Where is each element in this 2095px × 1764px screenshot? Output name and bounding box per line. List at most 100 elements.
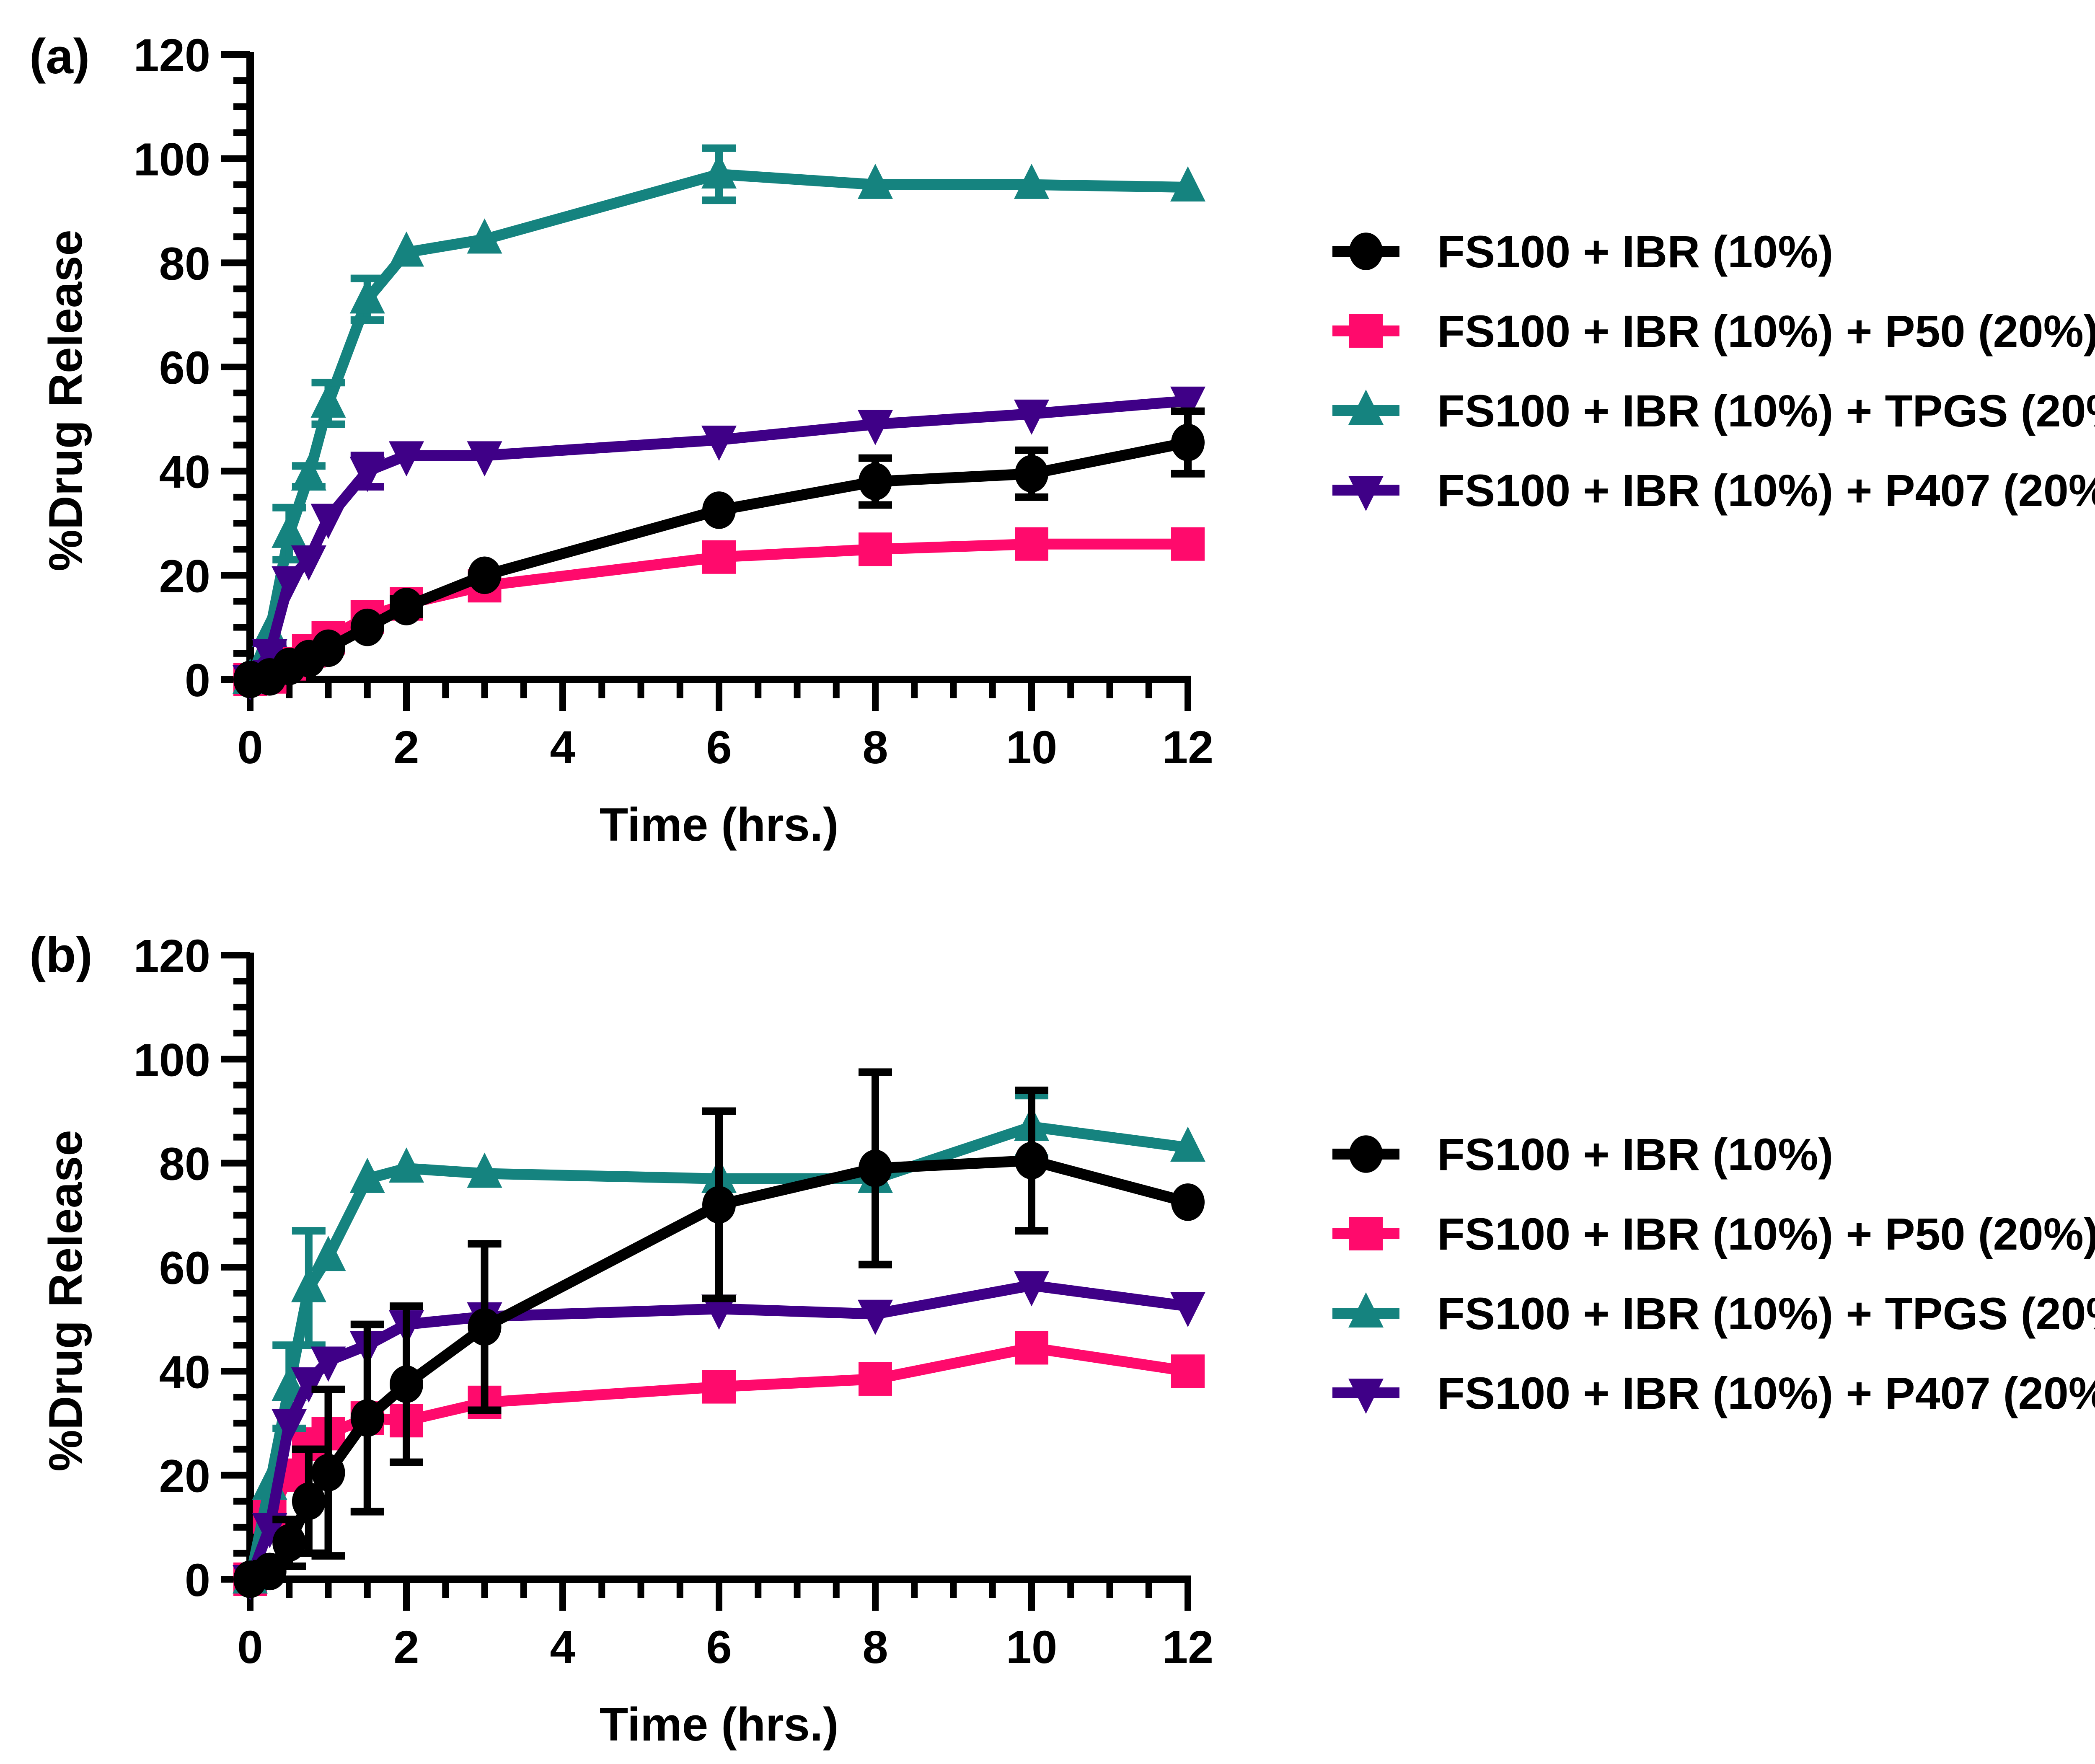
series-fs100-ibr-10 — [233, 407, 1205, 698]
x-axis-title: Time (hrs.) — [600, 1698, 839, 1751]
data-point — [858, 1299, 893, 1335]
data-point — [1015, 1142, 1048, 1180]
y-axis-title: %Drug Release — [39, 1130, 92, 1471]
legend-item-fs100-ibr-10-p407-20: FS100 + IBR (10%) + P407 (20%) — [1332, 1368, 2095, 1418]
x-tick-label: 12 — [1162, 1622, 1213, 1673]
data-point — [702, 491, 736, 529]
legend-item-fs100-ibr-10-tpgs-20: FS100 + IBR (10%) + TPGS (20%) — [1332, 1288, 2095, 1339]
series-fs100-ibr-10-p50-20 — [233, 1331, 1205, 1596]
data-point — [311, 1454, 345, 1492]
y-tick-label: 80 — [159, 238, 210, 289]
data-point — [1171, 527, 1205, 561]
data-point — [1170, 1292, 1205, 1328]
x-tick-label: 12 — [1162, 722, 1213, 773]
legend-item-fs100-ibr-10-p50-20: FS100 + IBR (10%) + P50 (20%) — [1332, 306, 2095, 356]
data-point — [349, 278, 385, 314]
legend-label: FS100 + IBR (10%) + P407 (20%) — [1437, 465, 2095, 516]
y-tick-label: 120 — [133, 930, 210, 982]
legend-label: FS100 + IBR (10%) + P407 (20%) — [1437, 1368, 2095, 1418]
legend-marker-icon — [1348, 476, 1384, 511]
x-tick-label: 4 — [550, 722, 575, 773]
data-point — [1014, 163, 1049, 199]
data-point — [389, 1147, 424, 1183]
x-tick-label: 2 — [393, 722, 419, 773]
x-tick-label: 10 — [1006, 1622, 1057, 1673]
y-tick-label: 60 — [159, 342, 210, 394]
panel-b-label: (b) — [29, 927, 93, 983]
x-tick-label: 2 — [393, 1622, 419, 1673]
legend-label: FS100 + IBR (10%) + TPGS (20%) — [1437, 385, 2095, 436]
data-point — [272, 566, 307, 602]
data-point — [1170, 386, 1205, 422]
y-tick-label: 100 — [133, 1034, 210, 1086]
data-point — [349, 1157, 385, 1193]
legend-marker-icon — [1348, 390, 1384, 425]
data-point — [291, 545, 326, 581]
y-tick-label: 60 — [159, 1242, 210, 1294]
y-tick-label: 40 — [159, 447, 210, 498]
data-point — [702, 1370, 736, 1404]
data-point — [1014, 1271, 1049, 1307]
data-point — [702, 1186, 736, 1224]
legend-marker-icon — [1348, 1379, 1384, 1414]
data-point — [468, 1308, 502, 1346]
data-point — [468, 556, 502, 594]
data-point — [1171, 1183, 1205, 1221]
y-tick-label: 0 — [185, 655, 210, 706]
data-point — [859, 1149, 892, 1187]
panel-b: (b) 0 20 40 60 80 100 120 0 2 4 6 8 10 12 Time (hrs.)%… — [29, 927, 2095, 1751]
data-point — [350, 608, 384, 646]
legend-item-fs100-ibr-10: FS100 + IBR (10%) — [1332, 1129, 1833, 1180]
data-point — [389, 441, 424, 477]
legend-label: FS100 + IBR (10%) + P50 (20%) — [1437, 1209, 2095, 1259]
data-point — [701, 153, 737, 189]
data-point — [272, 1409, 307, 1444]
data-point — [272, 512, 307, 548]
legend-marker-icon — [1349, 232, 1383, 270]
panel-b-legend: FS100 + IBR (10%) FS100 + IBR (10%) + P50… — [1332, 1129, 2095, 1418]
data-point — [292, 1482, 326, 1520]
y-axis-title: %Drug Release — [39, 230, 92, 571]
data-point — [1015, 1331, 1048, 1365]
legend-item-fs100-ibr-10-p407-20: FS100 + IBR (10%) + P407 (20%) — [1332, 465, 2095, 516]
y-tick-label: 20 — [159, 550, 210, 602]
x-tick-label: 0 — [237, 722, 263, 773]
x-tick-label: 4 — [550, 1622, 575, 1673]
data-point — [467, 218, 502, 254]
x-tick-label: 6 — [706, 1622, 732, 1673]
legend-marker-icon — [1349, 1217, 1383, 1250]
panel-a: (a) 0 20 40 60 80 100 120 0 2 4 6 8 10 12 Time (hrs.)%… — [29, 29, 2095, 851]
legend-item-fs100-ibr-10: FS100 + IBR (10%) — [1332, 226, 1833, 277]
series-fs100-ibr-10-p407-20 — [233, 1271, 1205, 1600]
data-point — [291, 455, 326, 491]
data-point — [702, 540, 736, 574]
y-tick-label: 120 — [133, 30, 210, 81]
x-tick-label: 8 — [862, 1622, 888, 1673]
data-point — [310, 382, 346, 418]
data-point — [291, 1267, 326, 1302]
data-point — [858, 163, 893, 199]
data-point — [1170, 1126, 1205, 1162]
x-tick-label: 10 — [1006, 722, 1057, 773]
y-tick-label: 100 — [133, 134, 210, 186]
x-tick-label: 8 — [862, 722, 888, 773]
legend-label: FS100 + IBR (10%) + P50 (20%) — [1437, 306, 2095, 356]
data-point — [310, 504, 346, 539]
y-tick-label: 80 — [159, 1139, 210, 1190]
data-point — [349, 457, 385, 492]
data-point — [1171, 1354, 1205, 1388]
data-point — [1014, 399, 1049, 435]
x-tick-label: 6 — [706, 722, 732, 773]
data-point — [390, 588, 423, 625]
y-tick-label: 0 — [185, 1555, 210, 1606]
data-point — [859, 1362, 892, 1396]
data-point — [1170, 166, 1205, 202]
data-point — [859, 462, 892, 501]
legend-marker-icon — [1348, 1292, 1384, 1328]
data-point — [389, 231, 424, 267]
data-point — [252, 639, 287, 674]
legend-item-fs100-ibr-10-tpgs-20: FS100 + IBR (10%) + TPGS (20%) — [1332, 385, 2095, 436]
x-axis-title: Time (hrs.) — [600, 798, 839, 851]
data-point — [858, 410, 893, 445]
